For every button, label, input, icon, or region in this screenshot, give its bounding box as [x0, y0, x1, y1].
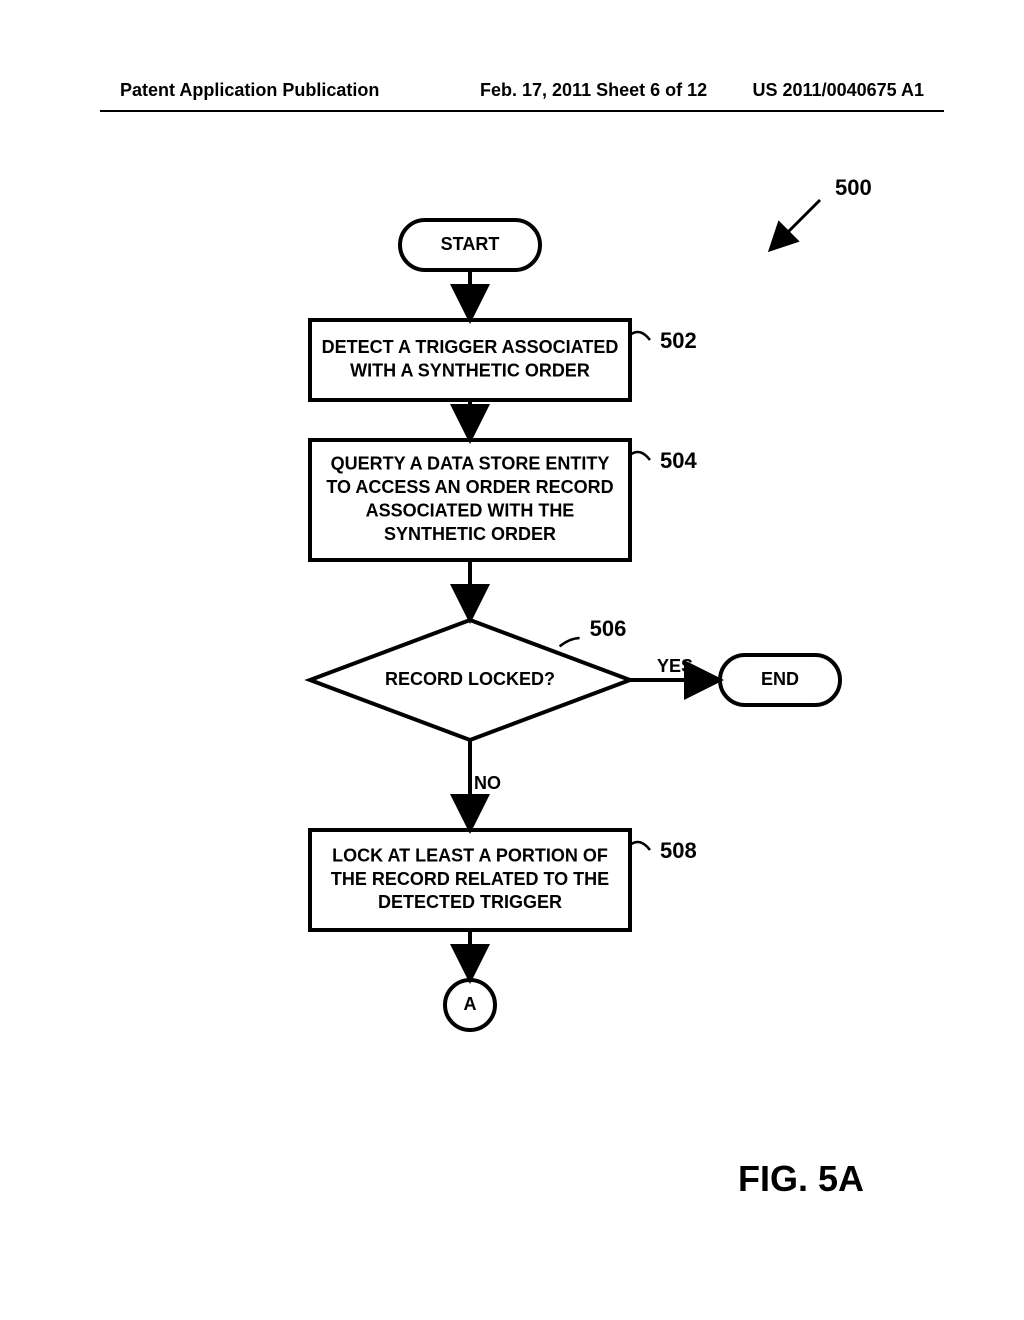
ref-500: 500	[835, 175, 872, 201]
svg-text:A: A	[464, 994, 477, 1014]
svg-text:DETECTED TRIGGER: DETECTED TRIGGER	[378, 892, 562, 912]
svg-text:START: START	[441, 234, 500, 254]
svg-text:YES: YES	[657, 656, 693, 676]
svg-text:NO: NO	[474, 773, 501, 793]
svg-text:END: END	[761, 669, 799, 689]
svg-text:LOCK AT LEAST A PORTION OF: LOCK AT LEAST A PORTION OF	[332, 845, 608, 865]
svg-text:TO ACCESS AN ORDER RECORD: TO ACCESS AN ORDER RECORD	[326, 477, 613, 497]
svg-text:ASSOCIATED WITH THE: ASSOCIATED WITH THE	[366, 500, 575, 520]
svg-text:RECORD LOCKED?: RECORD LOCKED?	[385, 669, 555, 689]
figure-label: FIG. 5A	[738, 1158, 864, 1200]
svg-text:502: 502	[660, 328, 697, 353]
svg-text:SYNTHETIC ORDER: SYNTHETIC ORDER	[384, 524, 556, 544]
svg-text:QUERTY A DATA STORE ENTITY: QUERTY A DATA STORE ENTITY	[331, 454, 610, 474]
svg-text:THE RECORD RELATED TO THE: THE RECORD RELATED TO THE	[331, 869, 609, 889]
svg-text:506: 506	[590, 616, 627, 641]
svg-text:504: 504	[660, 448, 697, 473]
svg-text:508: 508	[660, 838, 697, 863]
page: Patent Application Publication Feb. 17, …	[0, 0, 1024, 1320]
svg-text:WITH A SYNTHETIC ORDER: WITH A SYNTHETIC ORDER	[350, 360, 590, 380]
svg-text:DETECT A TRIGGER ASSOCIATED: DETECT A TRIGGER ASSOCIATED	[322, 337, 619, 357]
